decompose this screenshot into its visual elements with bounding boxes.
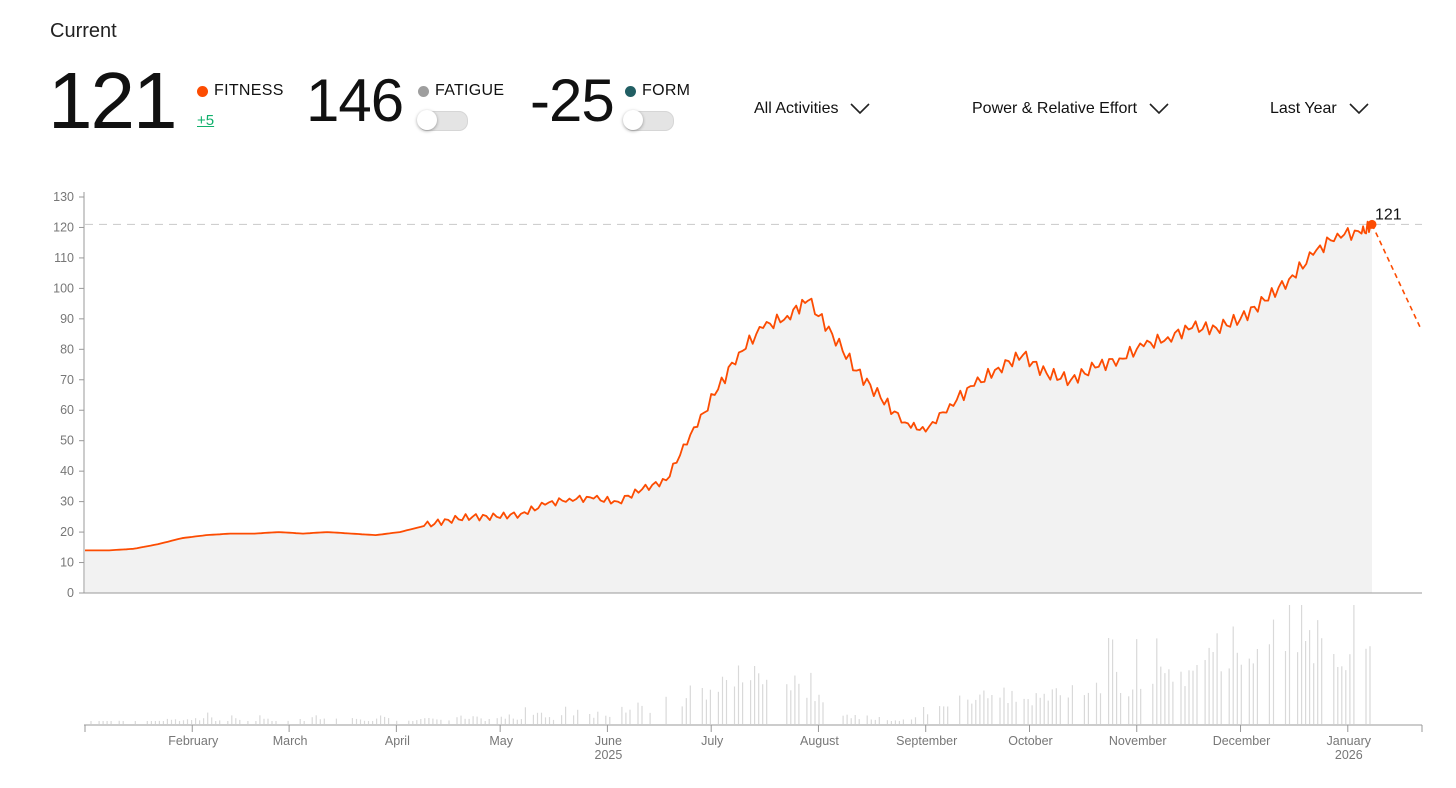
y-tick-label: 60 (60, 403, 74, 417)
range-filter-label: Last Year (1270, 100, 1337, 117)
form-toggle[interactable] (623, 110, 674, 131)
x-tick-label: December (1213, 734, 1271, 748)
daily-effort-bars (90, 605, 1371, 724)
x-tick-label: September (896, 734, 957, 748)
y-tick-label: 40 (60, 464, 74, 478)
fatigue-legend: FATIGUE (418, 82, 504, 100)
y-tick-label: 110 (54, 251, 74, 265)
fatigue-dot-icon (418, 85, 429, 97)
y-tick-label: 30 (60, 495, 74, 509)
metric-filter-dropdown[interactable]: Power & Relative Effort (972, 100, 1169, 118)
y-tick-label: 50 (60, 434, 74, 448)
fatigue-value: 146 (306, 67, 404, 134)
fitness-line (85, 220, 1373, 552)
y-tick-label: 90 (60, 312, 74, 326)
x-tick-label: January (1327, 734, 1372, 748)
x-tick-label: July (701, 734, 724, 748)
y-axis: 0 10 20 30 40 50 60 70 80 90 100 110 120 130 (53, 190, 84, 600)
chevron-down-icon (1149, 103, 1169, 115)
x-tick-label: June (595, 734, 622, 748)
y-tick-label: 70 (60, 373, 74, 387)
fatigue-toggle[interactable] (417, 110, 468, 131)
form-legend: FORM (625, 82, 690, 100)
fitness-value: 121 (48, 56, 177, 145)
x-tick-label: March (273, 734, 308, 748)
y-tick-label: 130 (53, 190, 74, 204)
form-label: FORM (642, 82, 691, 99)
y-tick-label: 80 (60, 342, 74, 356)
x-tick-label: October (1008, 734, 1052, 748)
y-tick-label: 120 (53, 220, 74, 234)
fitness-label: FITNESS (214, 82, 284, 99)
x-tick-label: February (168, 734, 219, 748)
toggle-knob (623, 110, 643, 130)
form-value: -25 (530, 67, 615, 134)
fitness-legend: FITNESS (197, 82, 284, 100)
activity-filter-dropdown[interactable]: All Activities (754, 100, 871, 118)
x-tick-year-label: 2025 (595, 748, 623, 762)
form-dot-icon (625, 85, 636, 97)
current-fitness-annotation: 121 (1375, 206, 1402, 223)
range-filter-dropdown[interactable]: Last Year (1270, 100, 1369, 118)
activity-filter-label: All Activities (754, 100, 839, 117)
current-label: Current (50, 20, 117, 42)
y-tick-label: 100 (53, 281, 74, 295)
x-tick-label: November (1109, 734, 1167, 748)
fitness-area (85, 221, 1372, 593)
y-tick-label: 20 (60, 525, 74, 539)
x-tick-label: May (489, 734, 513, 748)
fatigue-label: FATIGUE (435, 82, 505, 99)
chevron-down-icon (1349, 103, 1369, 115)
metric-filter-label: Power & Relative Effort (972, 100, 1138, 117)
y-tick-label: 0 (67, 586, 74, 600)
fitness-dot-icon (197, 85, 208, 97)
chevron-down-icon (850, 103, 871, 115)
fitness-projection-line (1371, 224, 1422, 329)
x-tick-label: August (800, 734, 839, 748)
fitness-delta-link[interactable]: +5 (197, 112, 215, 129)
x-tick-label: April (385, 734, 410, 748)
y-tick-label: 10 (60, 556, 74, 570)
x-tick-year-label: 2026 (1335, 748, 1363, 762)
toggle-knob (417, 110, 437, 130)
current-fitness-dot[interactable] (1367, 219, 1377, 229)
